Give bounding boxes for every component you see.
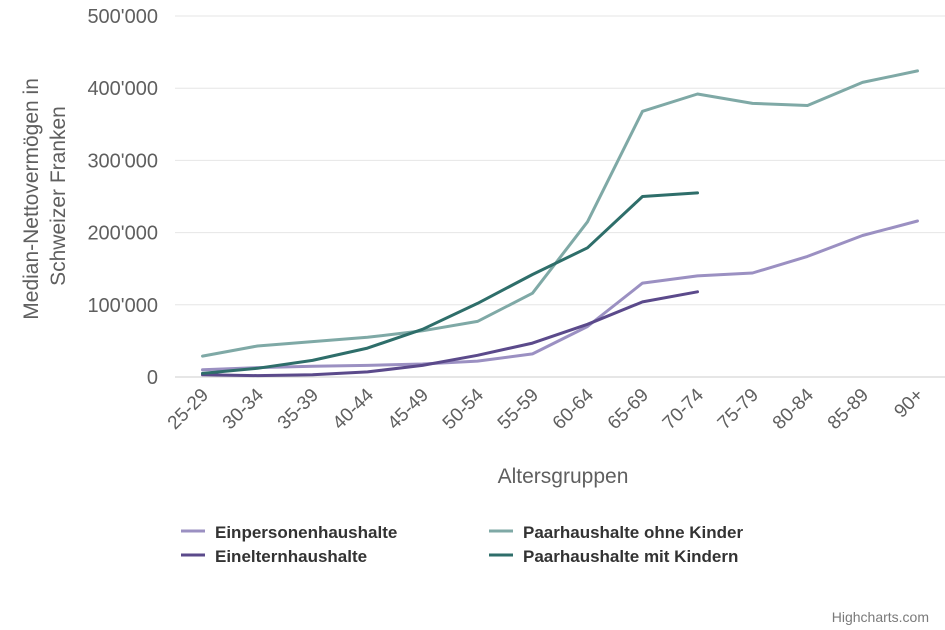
legend-label: Paarhaushalte ohne Kinder [523,523,743,542]
y-axis-tick-labels: 0 100'000 200'000 300'000 400'000 500'000 [87,6,158,389]
x-tick-label: 80-84 [769,384,819,434]
x-axis-tick-labels: 25-29 30-34 35-39 40-44 45-49 50-54 55-59 60-64… [164,384,928,434]
x-tick-label: 85-89 [824,385,873,434]
x-tick-label: 25-29 [164,385,213,434]
legend-label: Eineltern­haushalte [215,547,367,566]
legend-label: Einpersonenhaushalte [215,523,397,542]
y-tick-label: 100'000 [87,295,158,317]
y-tick-label: 0 [147,367,158,389]
y-axis-title-line-1: Median-Nettovermögen in [20,78,43,320]
series-line-0[interactable] [201,219,919,372]
x-tick-label: 35-39 [274,385,323,434]
x-tick-label: 40-44 [329,384,379,434]
x-tick-label: 45-49 [384,385,433,434]
x-tick-label: 30-34 [219,384,269,434]
credits-link[interactable]: Highcharts.com [832,609,929,625]
x-tick-label: 50-54 [439,384,489,434]
legend-item-paarhaushalte-ohne-kinder[interactable]: Paarhaushalte ohne Kinder [489,523,743,542]
x-tick-label: 75-79 [714,385,763,434]
x-tick-label: 90+ [890,385,928,423]
series-line-3[interactable] [201,191,699,375]
legend-item-paarhaushalte-mit-kindern[interactable]: Paarhaushalte mit Kindern [489,547,738,566]
series-line-2[interactable] [201,290,699,378]
y-tick-label: 500'000 [87,6,158,28]
x-tick-label: 60-64 [549,384,599,434]
y-axis-title: Median-Nettovermögen in Schweizer Franke… [20,72,70,319]
series-lines [201,69,919,378]
y-tick-label: 400'000 [87,78,158,100]
legend-item-einpersonenhaushalte[interactable]: Einpersonenhaushalte [181,523,397,542]
series-line-1[interactable] [201,69,919,358]
legend: Einpersonenhaushalte Paarhaushalte ohne … [181,523,743,566]
x-tick-label: 65-69 [604,385,653,434]
y-axis-title-line-2: Schweizer Franken [47,106,70,286]
y-tick-label: 300'000 [87,150,158,172]
legend-label: Paarhaushalte mit Kindern [523,547,738,566]
y-tick-label: 200'000 [87,223,158,245]
x-tick-label: 55-59 [494,385,543,434]
grid-lines [175,15,945,306]
x-tick-label: 70-74 [659,384,709,434]
x-axis-title: Altersgruppen [498,465,629,488]
legend-item-einelternhaushalte[interactable]: Eineltern­haushalte [181,547,367,566]
